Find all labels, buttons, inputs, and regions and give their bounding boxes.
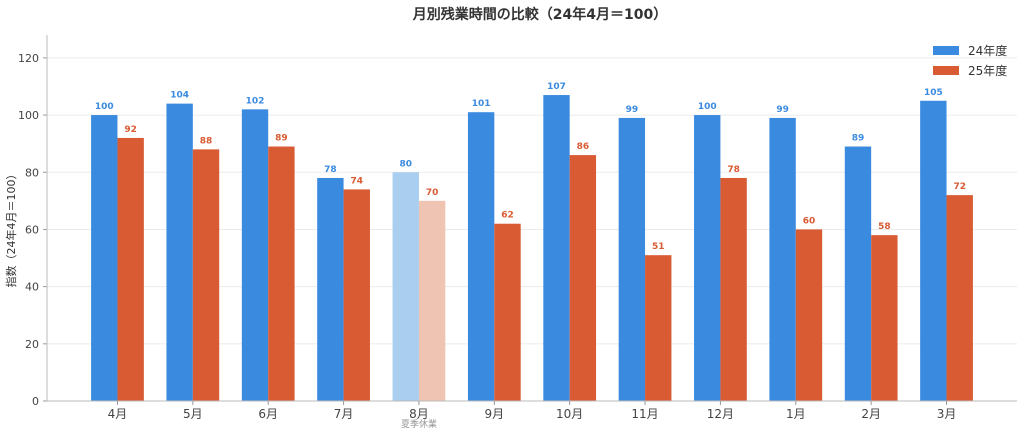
data-label: 99 bbox=[626, 105, 639, 115]
legend-swatch bbox=[933, 66, 959, 75]
legend-label: 25年度 bbox=[968, 63, 1007, 78]
data-label: 101 bbox=[472, 99, 491, 109]
bar-fy25 bbox=[569, 155, 597, 401]
bar-fy24 bbox=[920, 100, 947, 401]
bar-fy25 bbox=[871, 235, 898, 401]
y-tick-label: 120 bbox=[18, 52, 39, 65]
x-tick-label: 5月 bbox=[183, 407, 203, 421]
y-axis-label: 指数（24年4月＝100） bbox=[4, 169, 18, 288]
data-label: 80 bbox=[399, 159, 412, 169]
x-tick-label: 3月 bbox=[937, 407, 957, 421]
data-label: 62 bbox=[501, 211, 514, 221]
bar-fy24 bbox=[166, 103, 193, 401]
y-tick-label: 40 bbox=[25, 281, 39, 294]
data-label: 88 bbox=[200, 136, 213, 146]
data-label: 100 bbox=[698, 102, 717, 112]
data-label: 58 bbox=[878, 222, 891, 232]
data-label: 51 bbox=[652, 242, 665, 252]
data-label: 86 bbox=[577, 142, 590, 152]
x-tick-label: 1月 bbox=[786, 407, 806, 421]
bar-fy25 bbox=[418, 200, 446, 401]
data-label: 100 bbox=[95, 102, 114, 112]
data-label: 99 bbox=[776, 105, 789, 115]
bar-fy24 bbox=[543, 95, 570, 401]
data-label: 102 bbox=[246, 96, 265, 106]
data-label: 107 bbox=[547, 82, 566, 92]
bar-fy24 bbox=[618, 117, 646, 401]
legend-label: 24年度 bbox=[968, 43, 1007, 58]
bar-fy24 bbox=[769, 117, 796, 401]
summer-break-annotation: 夏季休業 bbox=[401, 418, 437, 430]
data-label: 89 bbox=[852, 134, 865, 144]
y-tick-label: 100 bbox=[18, 109, 39, 122]
bar-fy25 bbox=[720, 177, 747, 401]
bar-fy24 bbox=[694, 115, 721, 401]
x-tick-label: 12月 bbox=[707, 407, 734, 421]
bar-fy25 bbox=[192, 149, 220, 401]
bar-fy24 bbox=[317, 177, 344, 401]
x-tick-label: 2月 bbox=[861, 407, 881, 421]
bar-fy25 bbox=[645, 255, 672, 401]
legend-swatch bbox=[933, 46, 959, 55]
bar-fy25 bbox=[117, 137, 144, 401]
bar-fy24 bbox=[91, 115, 118, 401]
y-tick-label: 20 bbox=[25, 338, 39, 351]
x-tick-label: 10月 bbox=[556, 407, 583, 421]
x-tick-label: 8月 bbox=[409, 407, 429, 421]
y-tick-label: 80 bbox=[25, 166, 39, 179]
data-label: 72 bbox=[953, 182, 966, 192]
x-tick-label: 11月 bbox=[631, 407, 658, 421]
x-tick-label: 9月 bbox=[484, 407, 504, 421]
data-label: 74 bbox=[351, 176, 364, 186]
data-label: 104 bbox=[170, 91, 189, 101]
y-tick-label: 0 bbox=[32, 395, 39, 408]
bar-fy24 bbox=[844, 146, 872, 401]
chart-title: 月別残業時間の比較（24年4月＝100） bbox=[412, 6, 667, 23]
bar-fy24 bbox=[467, 112, 495, 401]
x-tick-label: 6月 bbox=[258, 407, 278, 421]
bar-fy25 bbox=[795, 229, 823, 401]
bar-fy24 bbox=[241, 109, 269, 401]
bar-fy25 bbox=[494, 223, 521, 401]
bar-fy25 bbox=[343, 189, 370, 401]
bar-fy25 bbox=[946, 195, 973, 401]
x-tick-label: 4月 bbox=[108, 407, 128, 421]
y-tick-label: 60 bbox=[25, 223, 39, 236]
data-label: 78 bbox=[324, 165, 337, 175]
bar-fy24 bbox=[392, 172, 419, 401]
legend: 24年度 25年度 bbox=[933, 43, 1007, 78]
data-label: 105 bbox=[924, 88, 943, 98]
x-tick-label: 7月 bbox=[334, 407, 354, 421]
bar-fy25 bbox=[268, 146, 295, 401]
data-label: 89 bbox=[275, 134, 288, 144]
data-label: 92 bbox=[124, 125, 137, 135]
data-label: 70 bbox=[426, 188, 439, 198]
data-label: 60 bbox=[803, 216, 816, 226]
data-label: 78 bbox=[727, 165, 740, 175]
